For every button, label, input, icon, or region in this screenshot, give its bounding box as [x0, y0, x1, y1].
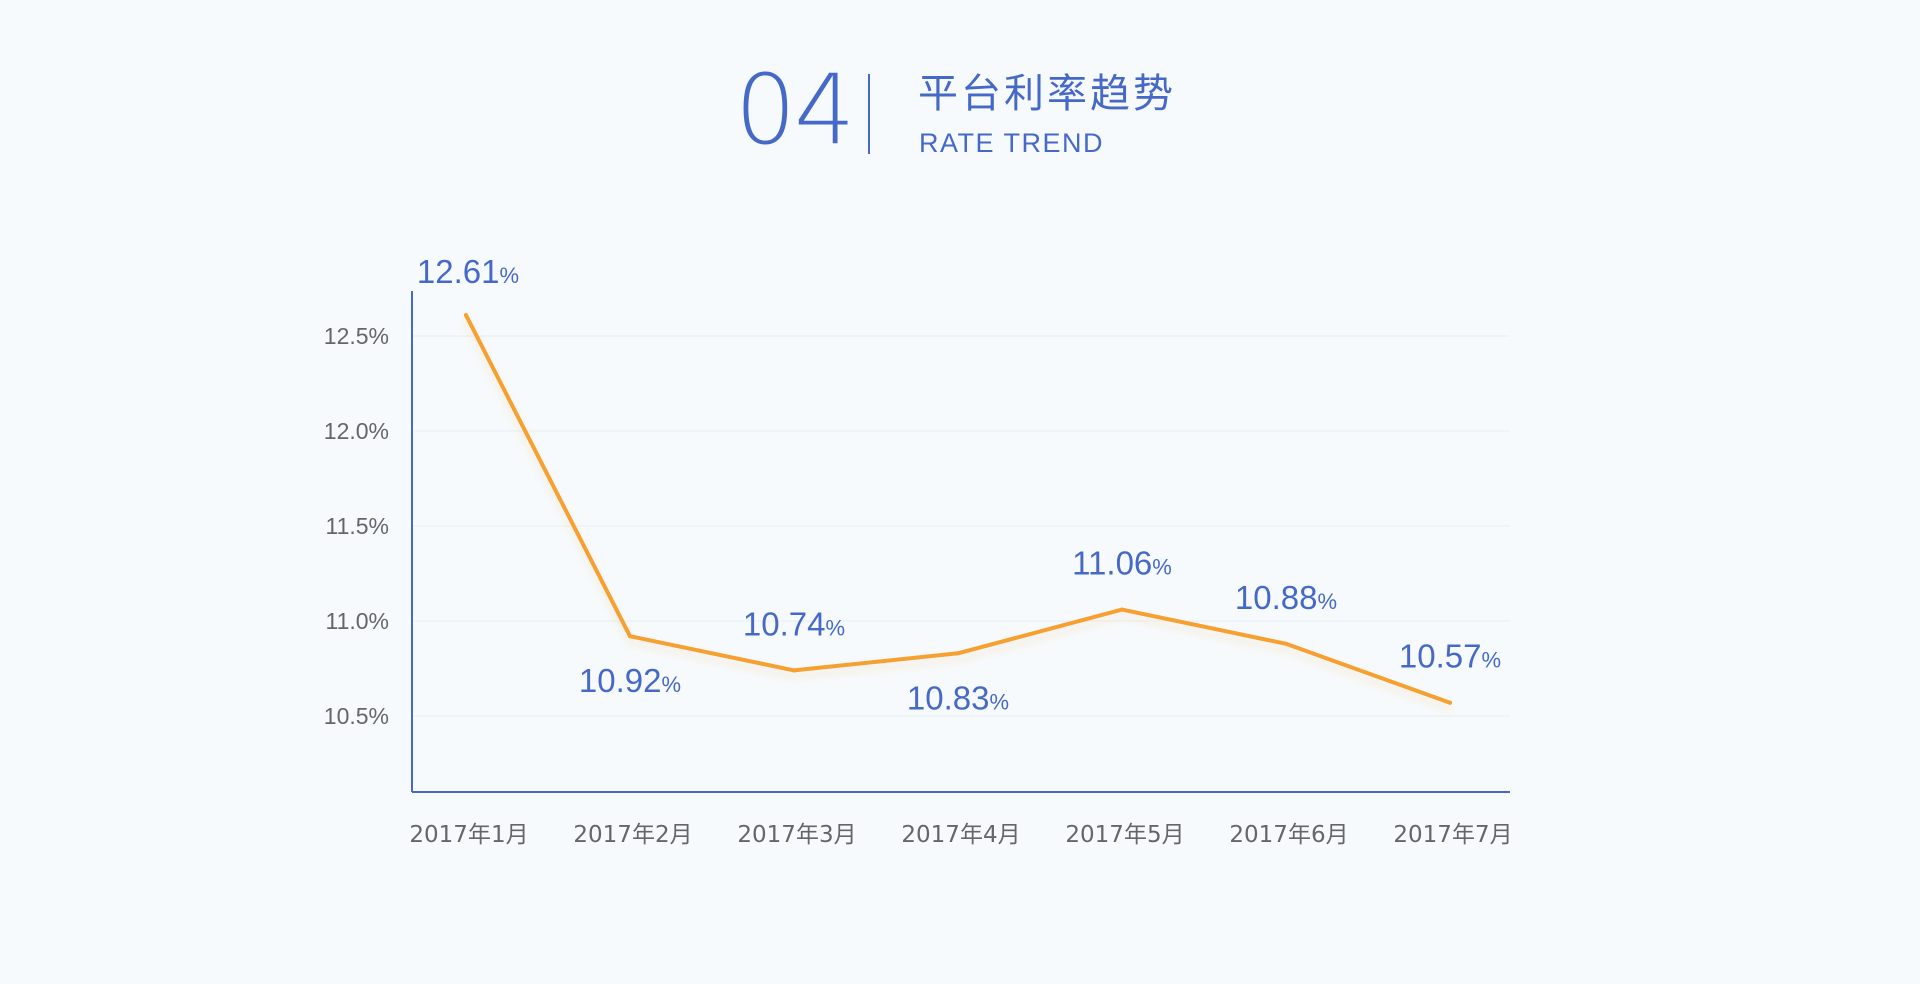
y-tick-labels: 10.5% 11.0% 11.5% 12.0% 12.5%: [324, 323, 389, 729]
y-tick-label: 11.0%: [325, 608, 389, 634]
data-point: [956, 651, 960, 656]
y-tick-label: 11.5%: [325, 513, 389, 539]
data-label: 11.06%: [1072, 545, 1172, 582]
x-tick-labels: 2017年1月 2017年2月 2017年3月 2017年4月 2017年5月 2017年…: [409, 822, 1512, 848]
x-tick-label: 2017年6月: [1229, 822, 1348, 848]
data-point: [792, 668, 796, 673]
data-label: 10.88%: [1235, 579, 1337, 616]
section-title-en: RATE TREND: [919, 128, 1105, 158]
x-tick-label: 2017年5月: [1065, 822, 1184, 848]
x-tick-label: 2017年1月: [409, 822, 528, 848]
section-title-cn: 平台利率趋势: [918, 71, 1176, 117]
data-label: 12.61%: [417, 253, 519, 290]
x-tick-label: 2017年3月: [737, 822, 856, 848]
x-tick-label: 2017年2月: [573, 822, 692, 848]
data-point: [1120, 607, 1124, 612]
y-tick-label: 12.0%: [324, 418, 389, 444]
grid-layer: [412, 335, 1510, 717]
axis-layer: [411, 291, 1510, 793]
data-label: 10.92%: [579, 662, 681, 699]
section-header: 04 平台利率趋势 RATE TREND: [0, 0, 1920, 170]
x-tick-label: 2017年4月: [901, 822, 1020, 848]
x-tick-label: 2017年7月: [1393, 822, 1512, 848]
y-tick-label: 12.5%: [324, 323, 389, 349]
section-divider: [868, 74, 870, 154]
data-point: [1448, 700, 1452, 705]
data-point: [464, 313, 468, 318]
data-labels: 12.61% 10.92% 10.74% 10.83% 11.06% 10.88% 10.5…: [417, 253, 1501, 716]
series-layer: [464, 313, 1452, 705]
y-tick-label: 10.5%: [324, 703, 389, 729]
data-label: 10.57%: [1399, 638, 1501, 675]
section-number: 04: [735, 54, 855, 166]
series-line: [464, 313, 1452, 705]
data-point: [1284, 641, 1288, 646]
data-label: 10.74%: [743, 605, 845, 642]
data-label: 10.83%: [907, 679, 1009, 716]
data-point: [628, 634, 632, 639]
